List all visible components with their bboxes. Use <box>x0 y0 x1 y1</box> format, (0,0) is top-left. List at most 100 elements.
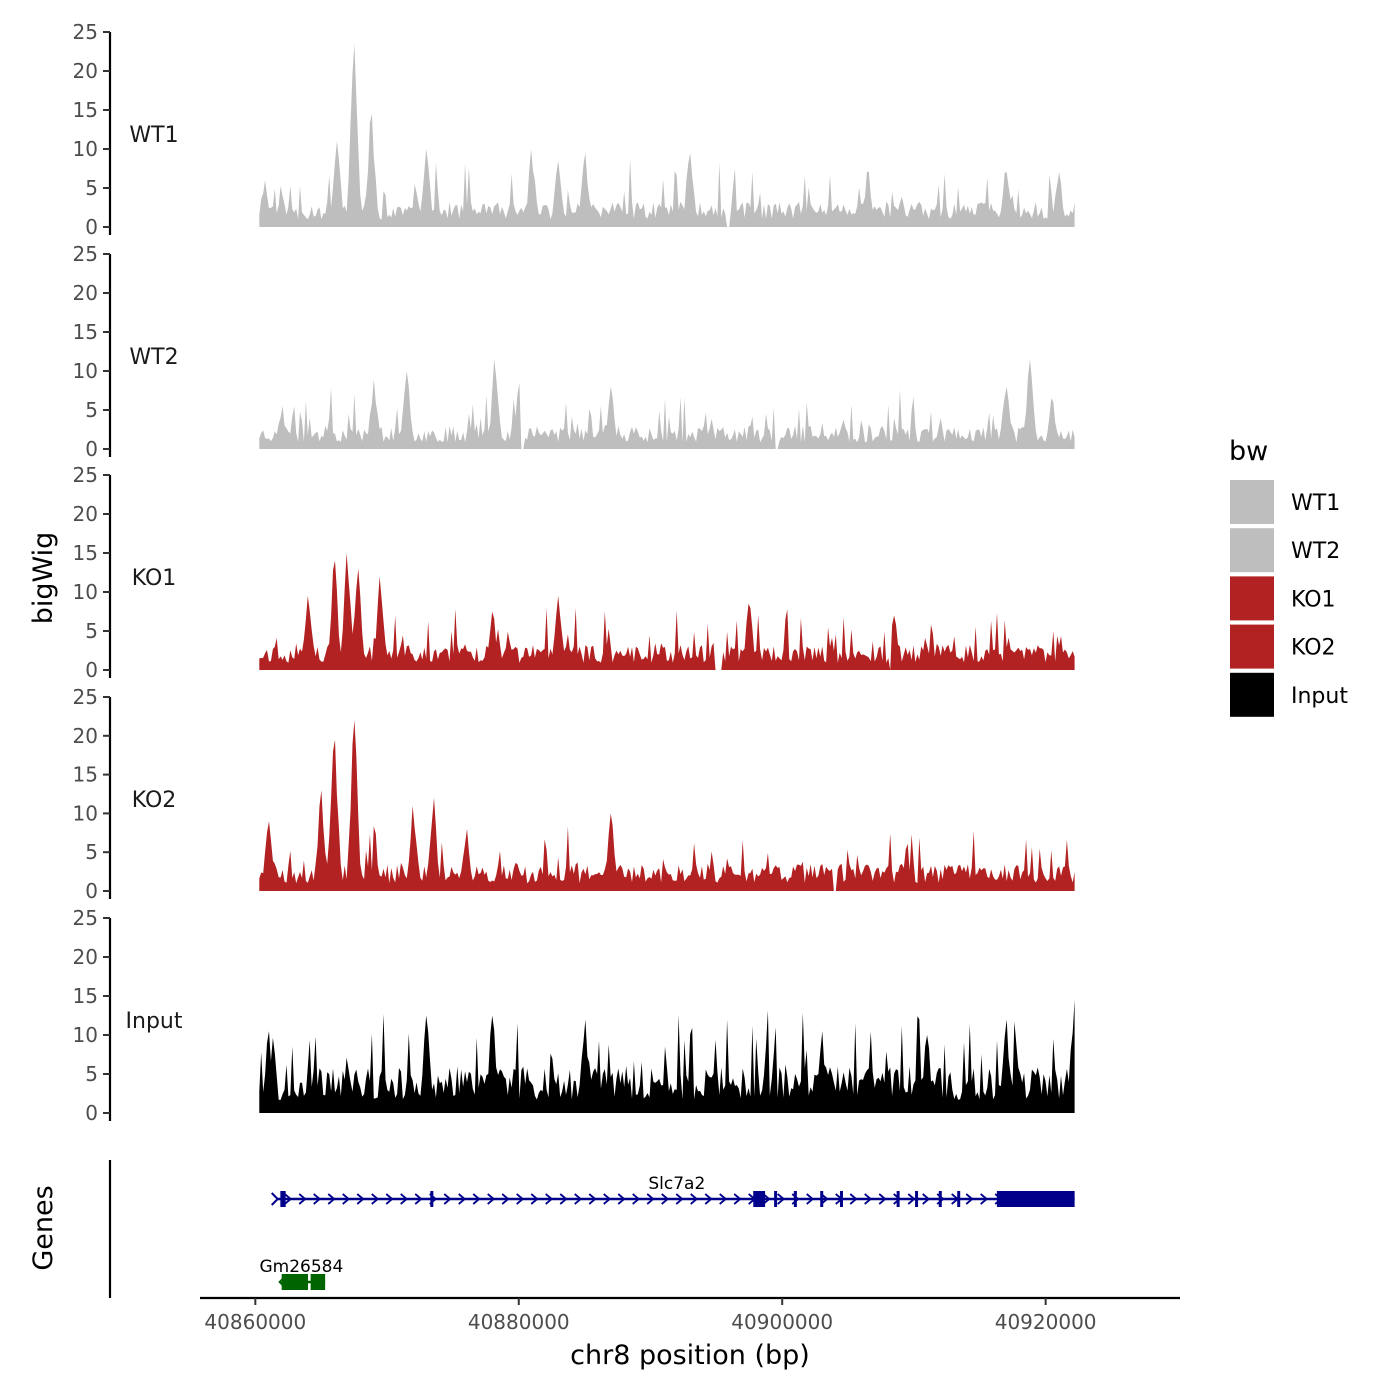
strand-arrow <box>922 1193 931 1205</box>
x-axis-title: chr8 position (bp) <box>570 1340 810 1371</box>
strand-arrow <box>458 1193 467 1205</box>
legend: bw WT1 WT2 KO1 KO2 Input <box>1229 436 1348 717</box>
legend-label-wt1: WT1 <box>1291 491 1340 516</box>
y-tick-label: 0 <box>85 879 98 903</box>
strand-arrow <box>675 1193 684 1205</box>
coverage-area-ko1 <box>259 553 1075 670</box>
y-axis-title: bigWig <box>28 532 59 625</box>
gene-gm26584: Gm26584 <box>259 1257 343 1290</box>
exon-block <box>280 1191 286 1207</box>
strand-arrow <box>313 1193 322 1205</box>
exon-mark <box>430 1191 434 1207</box>
x-tick-label: 40860000 <box>204 1310 306 1334</box>
strand-arrow <box>893 1193 902 1205</box>
y-tick-label: 20 <box>73 502 98 526</box>
strand-arrow <box>588 1193 597 1205</box>
legend-label-input: Input <box>1291 684 1348 709</box>
y-tick-label: 20 <box>73 724 98 748</box>
y-tick-label: 25 <box>73 463 98 487</box>
y-tick-label: 10 <box>73 580 98 604</box>
strand-arrow <box>284 1193 293 1205</box>
strand-arrow <box>414 1193 423 1205</box>
y-tick-label: 0 <box>85 215 98 239</box>
strand-arrow <box>632 1193 641 1205</box>
exon-block <box>281 1274 309 1290</box>
y-tick-label: 5 <box>85 398 98 422</box>
strand-arrow <box>864 1193 873 1205</box>
legend-swatch-input <box>1230 672 1274 717</box>
strand-arrow <box>646 1193 655 1205</box>
y-tick-label: 10 <box>73 801 98 825</box>
gene-label: Slc7a2 <box>648 1174 705 1194</box>
legend-swatch-ko2 <box>1230 624 1274 669</box>
coverage-area-wt1 <box>259 43 1075 228</box>
track-ko1: 0 5 10 15 20 25 KO1 <box>73 463 1075 682</box>
track-wt1: 0 5 10 15 20 25 WT1 <box>73 20 1075 239</box>
track-label: KO1 <box>132 566 177 591</box>
strand-arrow <box>690 1193 699 1205</box>
y-tick-label: 25 <box>73 242 98 266</box>
exon-mark <box>915 1191 919 1207</box>
y-tick-label: 0 <box>85 437 98 461</box>
y-tick-label: 5 <box>85 840 98 864</box>
track-input: 0 5 10 15 20 25 Input <box>73 906 1075 1125</box>
legend-swatch-ko1 <box>1230 576 1274 621</box>
y-tick-label: 0 <box>85 658 98 682</box>
strand-arrow <box>733 1193 742 1205</box>
y-tick-label: 10 <box>73 1023 98 1047</box>
strand-arrow <box>762 1193 771 1205</box>
y-tick-label: 25 <box>73 685 98 709</box>
x-tick-label: 40920000 <box>995 1310 1097 1334</box>
exon-mark <box>957 1191 961 1207</box>
tracks-layer: 0510152025WT10510152025WT20510152025KO10… <box>73 20 1075 1125</box>
strand-arrow <box>907 1193 916 1205</box>
strand-arrow <box>501 1193 510 1205</box>
strand-arrow <box>661 1193 670 1205</box>
strand-arrow <box>472 1193 481 1205</box>
y-tick-label: 20 <box>73 281 98 305</box>
track-wt2: 0 5 10 15 20 25 WT2 <box>73 242 1075 461</box>
exon-block <box>996 1191 1075 1207</box>
strand-arrow <box>704 1193 713 1205</box>
legend-label-wt2: WT2 <box>1291 539 1340 564</box>
track-label: Input <box>126 1009 183 1034</box>
legend-label-ko1: KO1 <box>1291 587 1336 612</box>
x-tick-label: 40880000 <box>468 1310 570 1334</box>
coverage-area-wt2 <box>259 359 1075 449</box>
x-tick-label: 40900000 <box>731 1310 833 1334</box>
strand-arrow <box>516 1193 525 1205</box>
y-tick-label: 10 <box>73 137 98 161</box>
genes-axis-title: Genes <box>28 1185 59 1270</box>
legend-title: bw <box>1229 436 1268 467</box>
strand-arrow <box>849 1193 858 1205</box>
strand-arrow <box>271 1192 280 1206</box>
y-tick-label: 5 <box>85 1062 98 1086</box>
strand-arrow <box>980 1193 989 1205</box>
y-tick-label: 10 <box>73 359 98 383</box>
track-ko2: 0 5 10 15 20 25 KO2 <box>73 685 1075 903</box>
strand-arrow <box>965 1193 974 1205</box>
y-tick-label: 25 <box>73 20 98 44</box>
strand-arrow <box>487 1193 496 1205</box>
strand-arrow <box>443 1193 452 1205</box>
exon-mark <box>896 1191 900 1207</box>
y-tick-label: 25 <box>73 906 98 930</box>
y-tick-label: 0 <box>85 1101 98 1125</box>
strand-arrow <box>545 1193 554 1205</box>
y-tick-label: 20 <box>73 59 98 83</box>
strand-arrow <box>342 1193 351 1205</box>
strand-arrow <box>298 1193 307 1205</box>
legend-swatch-wt2 <box>1230 528 1274 573</box>
exon-mark <box>839 1191 843 1207</box>
y-tick-label: 20 <box>73 945 98 969</box>
coverage-area-ko2 <box>259 720 1075 891</box>
gene-label: Gm26584 <box>259 1257 343 1277</box>
strand-arrow <box>878 1193 887 1205</box>
track-label: KO2 <box>132 788 177 813</box>
legend-swatch-wt1 <box>1230 480 1274 524</box>
strand-arrow <box>356 1193 365 1205</box>
legend-label-ko2: KO2 <box>1291 636 1336 661</box>
strand-arrow <box>719 1193 728 1205</box>
exon-mark <box>774 1191 778 1207</box>
